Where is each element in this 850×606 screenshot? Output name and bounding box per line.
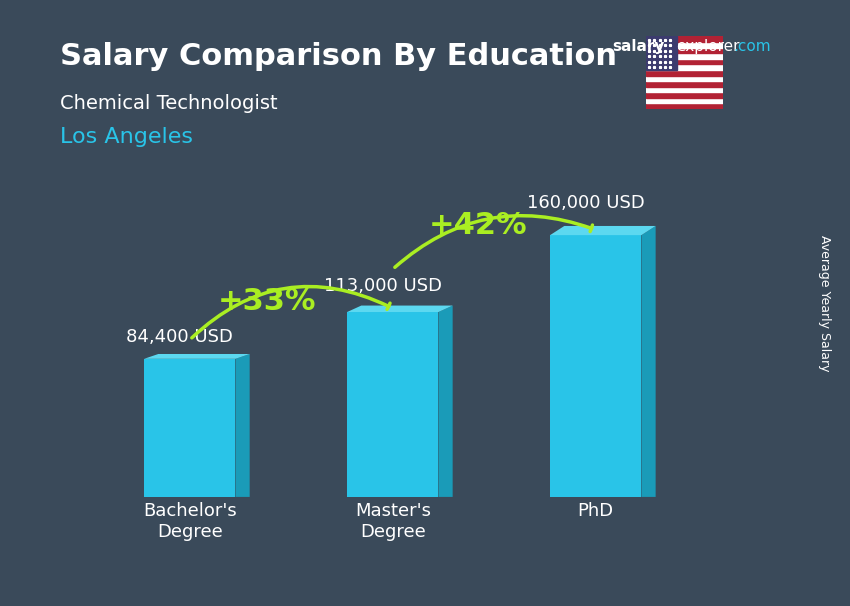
- Polygon shape: [642, 226, 655, 497]
- Bar: [646, 98, 722, 104]
- Text: Salary Comparison By Education: Salary Comparison By Education: [60, 42, 616, 72]
- Bar: [646, 42, 722, 47]
- Bar: [646, 76, 722, 81]
- Text: 160,000 USD: 160,000 USD: [527, 193, 644, 211]
- Bar: [144, 359, 235, 497]
- Polygon shape: [550, 226, 655, 235]
- Text: explorer: explorer: [676, 39, 740, 55]
- Bar: [646, 92, 722, 98]
- Polygon shape: [347, 305, 453, 312]
- Bar: [347, 312, 439, 497]
- Text: Chemical Technologist: Chemical Technologist: [60, 94, 277, 113]
- Text: .com: .com: [734, 39, 771, 55]
- Bar: [646, 47, 722, 53]
- Text: +42%: +42%: [428, 211, 527, 241]
- Text: Average Yearly Salary: Average Yearly Salary: [818, 235, 831, 371]
- Polygon shape: [235, 354, 250, 497]
- Text: 84,400 USD: 84,400 USD: [126, 328, 233, 347]
- Bar: [646, 81, 722, 87]
- Bar: [550, 235, 642, 497]
- Bar: [646, 36, 677, 70]
- Bar: [646, 87, 722, 92]
- Text: Los Angeles: Los Angeles: [60, 127, 192, 147]
- Text: +33%: +33%: [218, 287, 316, 316]
- Bar: [646, 64, 722, 70]
- Text: salary: salary: [612, 39, 665, 55]
- Polygon shape: [144, 354, 250, 359]
- Bar: [646, 53, 722, 59]
- Bar: [646, 36, 722, 42]
- Polygon shape: [439, 305, 453, 497]
- Bar: [646, 70, 722, 76]
- Bar: [646, 59, 722, 64]
- Text: 113,000 USD: 113,000 USD: [324, 278, 442, 295]
- Bar: [646, 104, 722, 109]
